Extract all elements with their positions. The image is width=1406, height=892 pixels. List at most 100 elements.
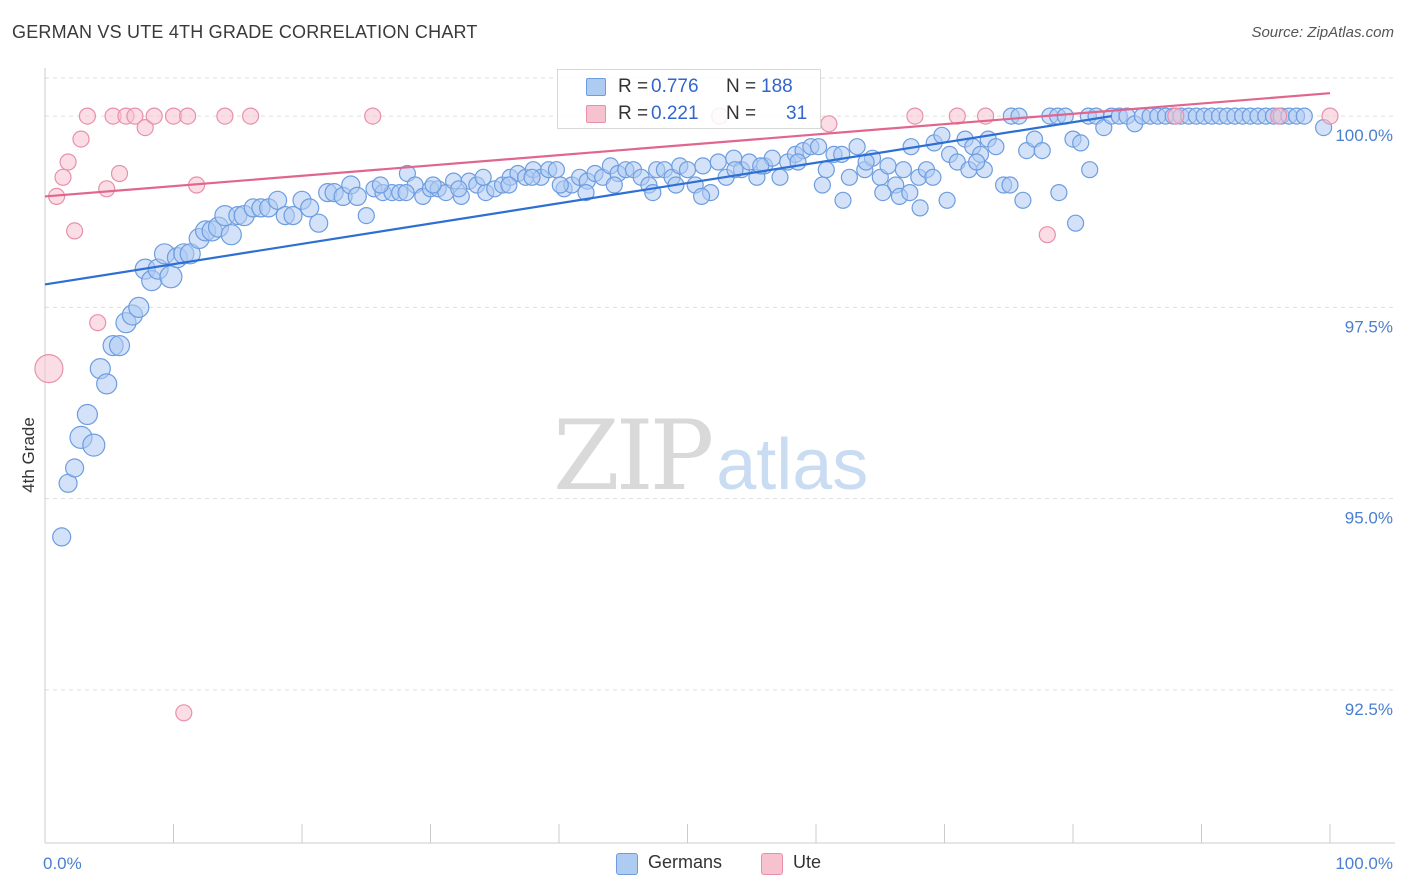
germans-r-label: R = [618, 76, 649, 97]
ute-point-5 [72, 130, 90, 148]
ute-point-3 [59, 153, 77, 171]
ute-point-19 [216, 107, 234, 125]
germans-point-9 [108, 335, 131, 357]
ute-r-value: 0.221 [651, 103, 699, 124]
germans-point-5 [82, 433, 106, 457]
germans-point-179 [924, 168, 942, 186]
ute-point-23 [906, 107, 924, 125]
ute-point-6 [78, 107, 97, 125]
germans-point-17 [159, 265, 183, 289]
ute-point-30 [820, 115, 838, 133]
germans-point-7 [96, 373, 118, 395]
ute-point-2 [54, 168, 72, 186]
x-tick-label-1: 100.0% [1335, 854, 1393, 873]
germans-swatch [586, 78, 606, 96]
ute-point-0 [34, 354, 64, 384]
germans-point-169 [938, 191, 956, 209]
ute-point-21 [364, 107, 382, 125]
germans-point-4 [76, 403, 99, 426]
ute-point-20 [242, 107, 260, 125]
source-credit: Source: ZipAtlas.com [1251, 24, 1394, 41]
germans-point-130 [1033, 142, 1051, 160]
germans-r-value: 0.776 [651, 76, 699, 97]
stats-legend: R = 0.776 N = 188 R = 0.221 N = 31 [557, 69, 821, 129]
germans-point-37 [309, 213, 329, 233]
germans-point-135 [1072, 134, 1090, 152]
ute-point-13 [136, 118, 154, 137]
legend-germans-label: Germans [648, 852, 723, 872]
y-tick-label-2: 97.5% [1345, 317, 1393, 336]
germans-point-193 [500, 176, 518, 194]
ute-point-4 [65, 222, 84, 240]
germans-point-26 [220, 224, 242, 246]
germans-point-174 [1081, 161, 1099, 179]
germans-point-112 [894, 161, 913, 179]
germans-point-86 [694, 157, 712, 175]
germans-point-124 [987, 138, 1005, 156]
germans-point-36 [300, 198, 320, 218]
chart-title: GERMAN VS UTE 4TH GRADE CORRELATION CHAR… [12, 22, 478, 42]
germans-point-88 [709, 153, 727, 171]
germans-point-12 [128, 296, 150, 318]
y-tick-label-0: 92.5% [1345, 700, 1393, 719]
ute-point-8 [98, 180, 116, 198]
germans-trend-line [44, 115, 1112, 286]
y-tick-label-3: 100.0% [1335, 126, 1393, 145]
ute-n-value: 31 [786, 103, 808, 124]
germans-point-195 [450, 180, 468, 198]
ute-point-14 [145, 107, 163, 125]
series-germans [52, 107, 1333, 547]
germans-point-190 [577, 184, 595, 202]
germans-point-42 [347, 186, 367, 206]
germans-point-191 [551, 176, 569, 194]
germans-point-198 [371, 176, 389, 194]
germans-point-175 [813, 176, 832, 194]
axes [44, 68, 1395, 844]
watermark: ZIPatlas [553, 400, 868, 512]
germans-point-194 [474, 168, 492, 186]
watermark-atlas: atlas [716, 425, 869, 505]
germans-point-196 [424, 176, 442, 194]
series-ute [34, 107, 1339, 722]
ute-n-label: N = [726, 103, 757, 124]
tick-labels: 92.5% 95.0% 97.5% 100.0% 0.0% 100.0% 4th Grade [19, 126, 1393, 873]
germans-point-96 [771, 168, 789, 186]
germans-point-189 [605, 176, 623, 194]
germans-point-105 [840, 168, 859, 186]
germans-point-171 [1014, 191, 1032, 209]
y-axis-label: 4th Grade [19, 417, 38, 493]
germans-point-0 [52, 527, 72, 547]
ute-point-27 [1167, 107, 1185, 125]
ute-trend-line [44, 92, 1331, 198]
germans-point-2 [64, 458, 85, 478]
germans-point-67 [547, 161, 566, 179]
germans-point-166 [834, 191, 852, 209]
ute-point-29 [1321, 107, 1339, 125]
watermark-zip: ZIP [553, 400, 714, 512]
germans-point-178 [901, 184, 919, 202]
germans-point-177 [874, 184, 892, 202]
ute-point-12 [126, 107, 144, 125]
germans-point-164 [1295, 107, 1313, 125]
germans-point-32 [268, 190, 288, 210]
germans-point-197 [397, 184, 415, 202]
germans-point-185 [726, 161, 744, 179]
ute-point-26 [1038, 226, 1056, 244]
legend-ute-swatch [761, 853, 783, 875]
ute-point-28 [1269, 107, 1288, 125]
germans-point-182 [967, 153, 986, 171]
germans-point-186 [692, 187, 711, 205]
germans-n-value: 188 [761, 76, 793, 97]
germans-point-127 [1010, 107, 1028, 125]
germans-point-173 [1066, 214, 1085, 232]
germans-point-34 [283, 206, 303, 226]
germans-point-102 [817, 161, 835, 179]
x-tick-label-0: 0.0% [43, 854, 82, 873]
germans-point-170 [1001, 176, 1019, 194]
germans-point-172 [1050, 184, 1068, 202]
ute-point-16 [175, 704, 193, 722]
legend-germans-swatch [616, 853, 638, 875]
germans-point-101 [809, 138, 828, 156]
germans-n-label: N = [726, 76, 757, 97]
